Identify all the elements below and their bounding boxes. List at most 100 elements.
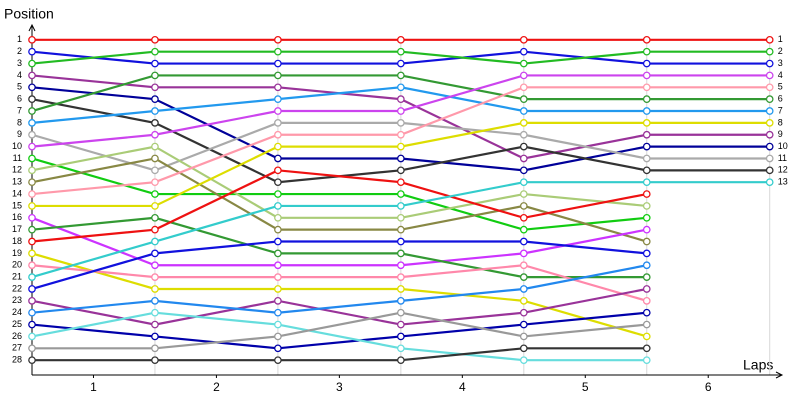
point (642, 261, 651, 270)
point (765, 107, 774, 115)
point (28, 285, 36, 293)
y-tick-label: 1 (17, 34, 22, 44)
point (642, 213, 651, 222)
point (642, 154, 651, 163)
point (397, 83, 405, 92)
end-position-label: 7 (778, 105, 783, 115)
point (765, 59, 774, 68)
point (642, 202, 651, 210)
point (28, 83, 36, 92)
point (274, 285, 282, 293)
point (28, 35, 36, 44)
point (642, 273, 651, 281)
point (765, 95, 774, 104)
point (642, 166, 651, 175)
point (519, 202, 528, 210)
point (642, 142, 651, 151)
point (642, 130, 651, 139)
y-axis-arrow (28, 23, 36, 32)
point (151, 95, 159, 104)
point (28, 225, 36, 234)
point (519, 213, 528, 222)
y-tick-label: 12 (12, 165, 22, 175)
y-tick-label: 11 (13, 153, 22, 163)
point (274, 296, 282, 305)
point (765, 83, 774, 92)
point (151, 332, 159, 341)
point (642, 225, 651, 234)
point (151, 190, 159, 198)
y-tick-label: 18 (12, 236, 22, 246)
point (642, 47, 651, 56)
point (397, 190, 405, 198)
point (765, 71, 774, 80)
point (151, 213, 159, 222)
point (28, 178, 36, 187)
point (397, 356, 405, 365)
point (151, 237, 159, 246)
point (642, 332, 651, 341)
point (28, 190, 36, 198)
y-tick-label: 17 (12, 224, 22, 234)
point (151, 202, 159, 210)
point (765, 142, 774, 151)
end-position-label: 13 (778, 177, 788, 187)
point (765, 178, 774, 187)
point (274, 59, 282, 68)
point (519, 59, 528, 68)
end-position-label: 9 (778, 129, 783, 139)
series-line (31, 145, 647, 219)
point (274, 154, 282, 163)
point (28, 344, 36, 353)
point (642, 35, 651, 44)
point (28, 356, 36, 365)
point (397, 35, 405, 44)
point (519, 95, 528, 104)
y-tick-label: 26 (12, 331, 22, 341)
point (519, 107, 528, 115)
end-position-label: 11 (778, 153, 787, 163)
point (397, 273, 405, 281)
point (28, 71, 36, 80)
y-tick-label: 9 (17, 129, 22, 139)
y-tick-label: 15 (12, 200, 22, 210)
y-tick-label: 25 (12, 319, 22, 329)
point (397, 107, 405, 115)
series-line (31, 240, 647, 291)
end-position-label: 1 (778, 34, 783, 44)
point (151, 59, 159, 68)
y-tick-label: 7 (17, 105, 22, 115)
point (642, 59, 651, 68)
point (397, 130, 405, 139)
point (274, 190, 282, 198)
point (151, 261, 159, 270)
point (28, 213, 36, 222)
series-line (31, 311, 647, 350)
point (151, 320, 159, 329)
point (519, 320, 528, 329)
point (28, 320, 36, 329)
point (274, 178, 282, 187)
y-tick-label: 5 (17, 82, 22, 92)
point (274, 261, 282, 270)
point (519, 154, 528, 163)
x-tick-label: 3 (336, 380, 343, 394)
series-line (32, 311, 647, 350)
point (519, 119, 528, 127)
point (397, 332, 405, 341)
point (397, 237, 405, 246)
point (519, 83, 528, 92)
point (765, 154, 774, 163)
end-position-label: 12 (778, 165, 788, 175)
point (151, 107, 159, 115)
point (274, 225, 282, 234)
point (642, 249, 651, 258)
point (642, 320, 651, 329)
series-line (31, 157, 647, 231)
point (642, 119, 651, 127)
x-axis-title: Laps (743, 357, 773, 373)
y-tick-label: 10 (12, 141, 22, 151)
y-tick-label: 28 (12, 355, 22, 365)
point (274, 119, 282, 127)
end-position-label: 2 (778, 46, 783, 56)
